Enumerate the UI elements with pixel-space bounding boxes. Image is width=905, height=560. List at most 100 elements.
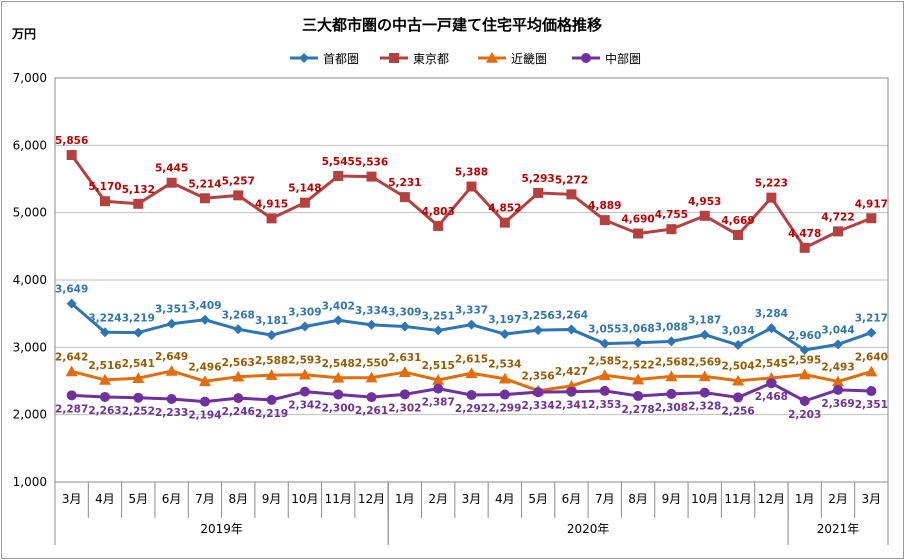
data-label: 3,649 <box>55 284 88 296</box>
data-point-marker <box>266 394 277 405</box>
data-label: 4,478 <box>788 228 821 240</box>
data-label: 3,088 <box>655 321 688 333</box>
data-point-marker <box>165 364 178 376</box>
legend-item: 中部圏 <box>572 51 641 66</box>
data-label: 2,588 <box>255 355 288 367</box>
data-point-marker <box>633 228 644 239</box>
data-label: 4,669 <box>721 215 754 227</box>
data-label: 4,917 <box>855 198 888 210</box>
data-point-marker <box>132 372 145 384</box>
data-point-marker <box>389 53 399 63</box>
data-label: 2,515 <box>422 360 455 372</box>
data-label: 3,337 <box>455 305 488 317</box>
data-label: 2,219 <box>255 408 288 420</box>
data-point-marker <box>598 369 611 381</box>
data-label: 2,631 <box>388 352 421 364</box>
data-label: 3,334 <box>355 305 388 317</box>
data-point-marker <box>833 226 844 237</box>
data-label: 2,387 <box>422 397 455 409</box>
data-label: 4,852 <box>488 203 521 215</box>
data-point-marker <box>466 390 477 401</box>
data-point-marker <box>333 389 344 400</box>
data-label: 2,261 <box>355 405 388 417</box>
x-tick-label: 7月 <box>595 492 615 506</box>
data-label: 2,246 <box>222 406 255 418</box>
x-tick-label: 1月 <box>395 492 415 506</box>
data-point-marker <box>66 298 77 309</box>
data-point-marker <box>498 372 511 384</box>
data-point-marker <box>699 387 710 398</box>
data-label: 5,214 <box>188 178 221 190</box>
data-label: 2,642 <box>55 351 88 363</box>
data-point-marker <box>233 324 244 335</box>
data-label: 4,803 <box>422 206 455 218</box>
data-label: 2,252 <box>122 406 155 418</box>
x-tick-label: 4月 <box>95 492 115 506</box>
x-tick-label: 1月 <box>795 492 815 506</box>
series-中部圏 <box>66 378 877 407</box>
data-point-marker <box>232 370 245 382</box>
x-tick-label: 8月 <box>228 492 248 506</box>
data-point-marker <box>599 215 610 226</box>
data-label: 4,889 <box>588 200 621 212</box>
data-point-marker <box>866 386 877 397</box>
x-tick-label: 12月 <box>758 492 785 506</box>
data-label: 5,231 <box>388 177 421 189</box>
legend-label: 近畿圏 <box>511 52 547 66</box>
data-label: 2,615 <box>455 353 488 365</box>
data-point-marker <box>65 365 78 377</box>
data-point-marker <box>499 389 510 400</box>
series-lines <box>65 150 878 407</box>
data-label: 4,953 <box>688 196 721 208</box>
data-point-marker <box>299 197 310 208</box>
data-point-marker <box>499 217 510 228</box>
data-point-marker <box>298 368 311 380</box>
x-tick-label: 3月 <box>862 492 882 506</box>
legend-item: 首都圏 <box>290 52 359 66</box>
x-year-label: 2021年 <box>817 522 860 536</box>
data-label: 3,309 <box>388 307 421 319</box>
data-point-marker <box>266 213 277 224</box>
data-point-marker <box>533 325 544 336</box>
data-point-marker <box>399 389 410 400</box>
data-point-marker <box>299 53 309 63</box>
data-point-marker <box>99 391 110 402</box>
data-point-marker <box>599 385 610 396</box>
x-tick-label: 9月 <box>262 492 282 506</box>
data-label: 3,268 <box>222 309 255 321</box>
data-label: 2,595 <box>788 355 821 367</box>
data-point-marker <box>798 368 811 380</box>
data-point-marker <box>665 370 678 382</box>
data-point-marker <box>699 210 710 221</box>
x-tick-label: 8月 <box>628 492 648 506</box>
data-point-marker <box>299 386 310 397</box>
y-tick-label: 2,000 <box>13 408 47 422</box>
data-label: 3,309 <box>288 307 321 319</box>
data-point-marker <box>566 324 577 335</box>
data-label: 2,292 <box>455 403 488 415</box>
data-label: 2,504 <box>721 361 754 373</box>
data-label: 2,550 <box>355 358 388 370</box>
data-point-marker <box>333 315 344 326</box>
data-label: 3,409 <box>188 300 221 312</box>
legend-label: 東京都 <box>413 52 449 66</box>
data-label: 2,548 <box>322 358 355 370</box>
data-point-marker <box>799 395 810 406</box>
x-year-label: 2019年 <box>200 522 243 536</box>
data-point-marker <box>698 370 711 382</box>
data-point-marker <box>766 192 777 203</box>
data-point-marker <box>566 386 577 397</box>
data-label: 2,203 <box>788 409 821 421</box>
data-point-marker <box>799 242 810 253</box>
data-label: 5,148 <box>288 183 321 195</box>
data-point-marker <box>433 220 444 231</box>
data-point-marker <box>365 371 378 383</box>
x-tick-label: 5月 <box>528 492 548 506</box>
data-point-marker <box>533 187 544 198</box>
data-point-marker <box>599 338 610 349</box>
data-label: 2,278 <box>621 404 654 416</box>
data-point-marker <box>581 53 591 63</box>
legend: 首都圏 東京都 近畿圏 中部圏 <box>290 51 641 66</box>
data-point-marker <box>486 52 498 63</box>
